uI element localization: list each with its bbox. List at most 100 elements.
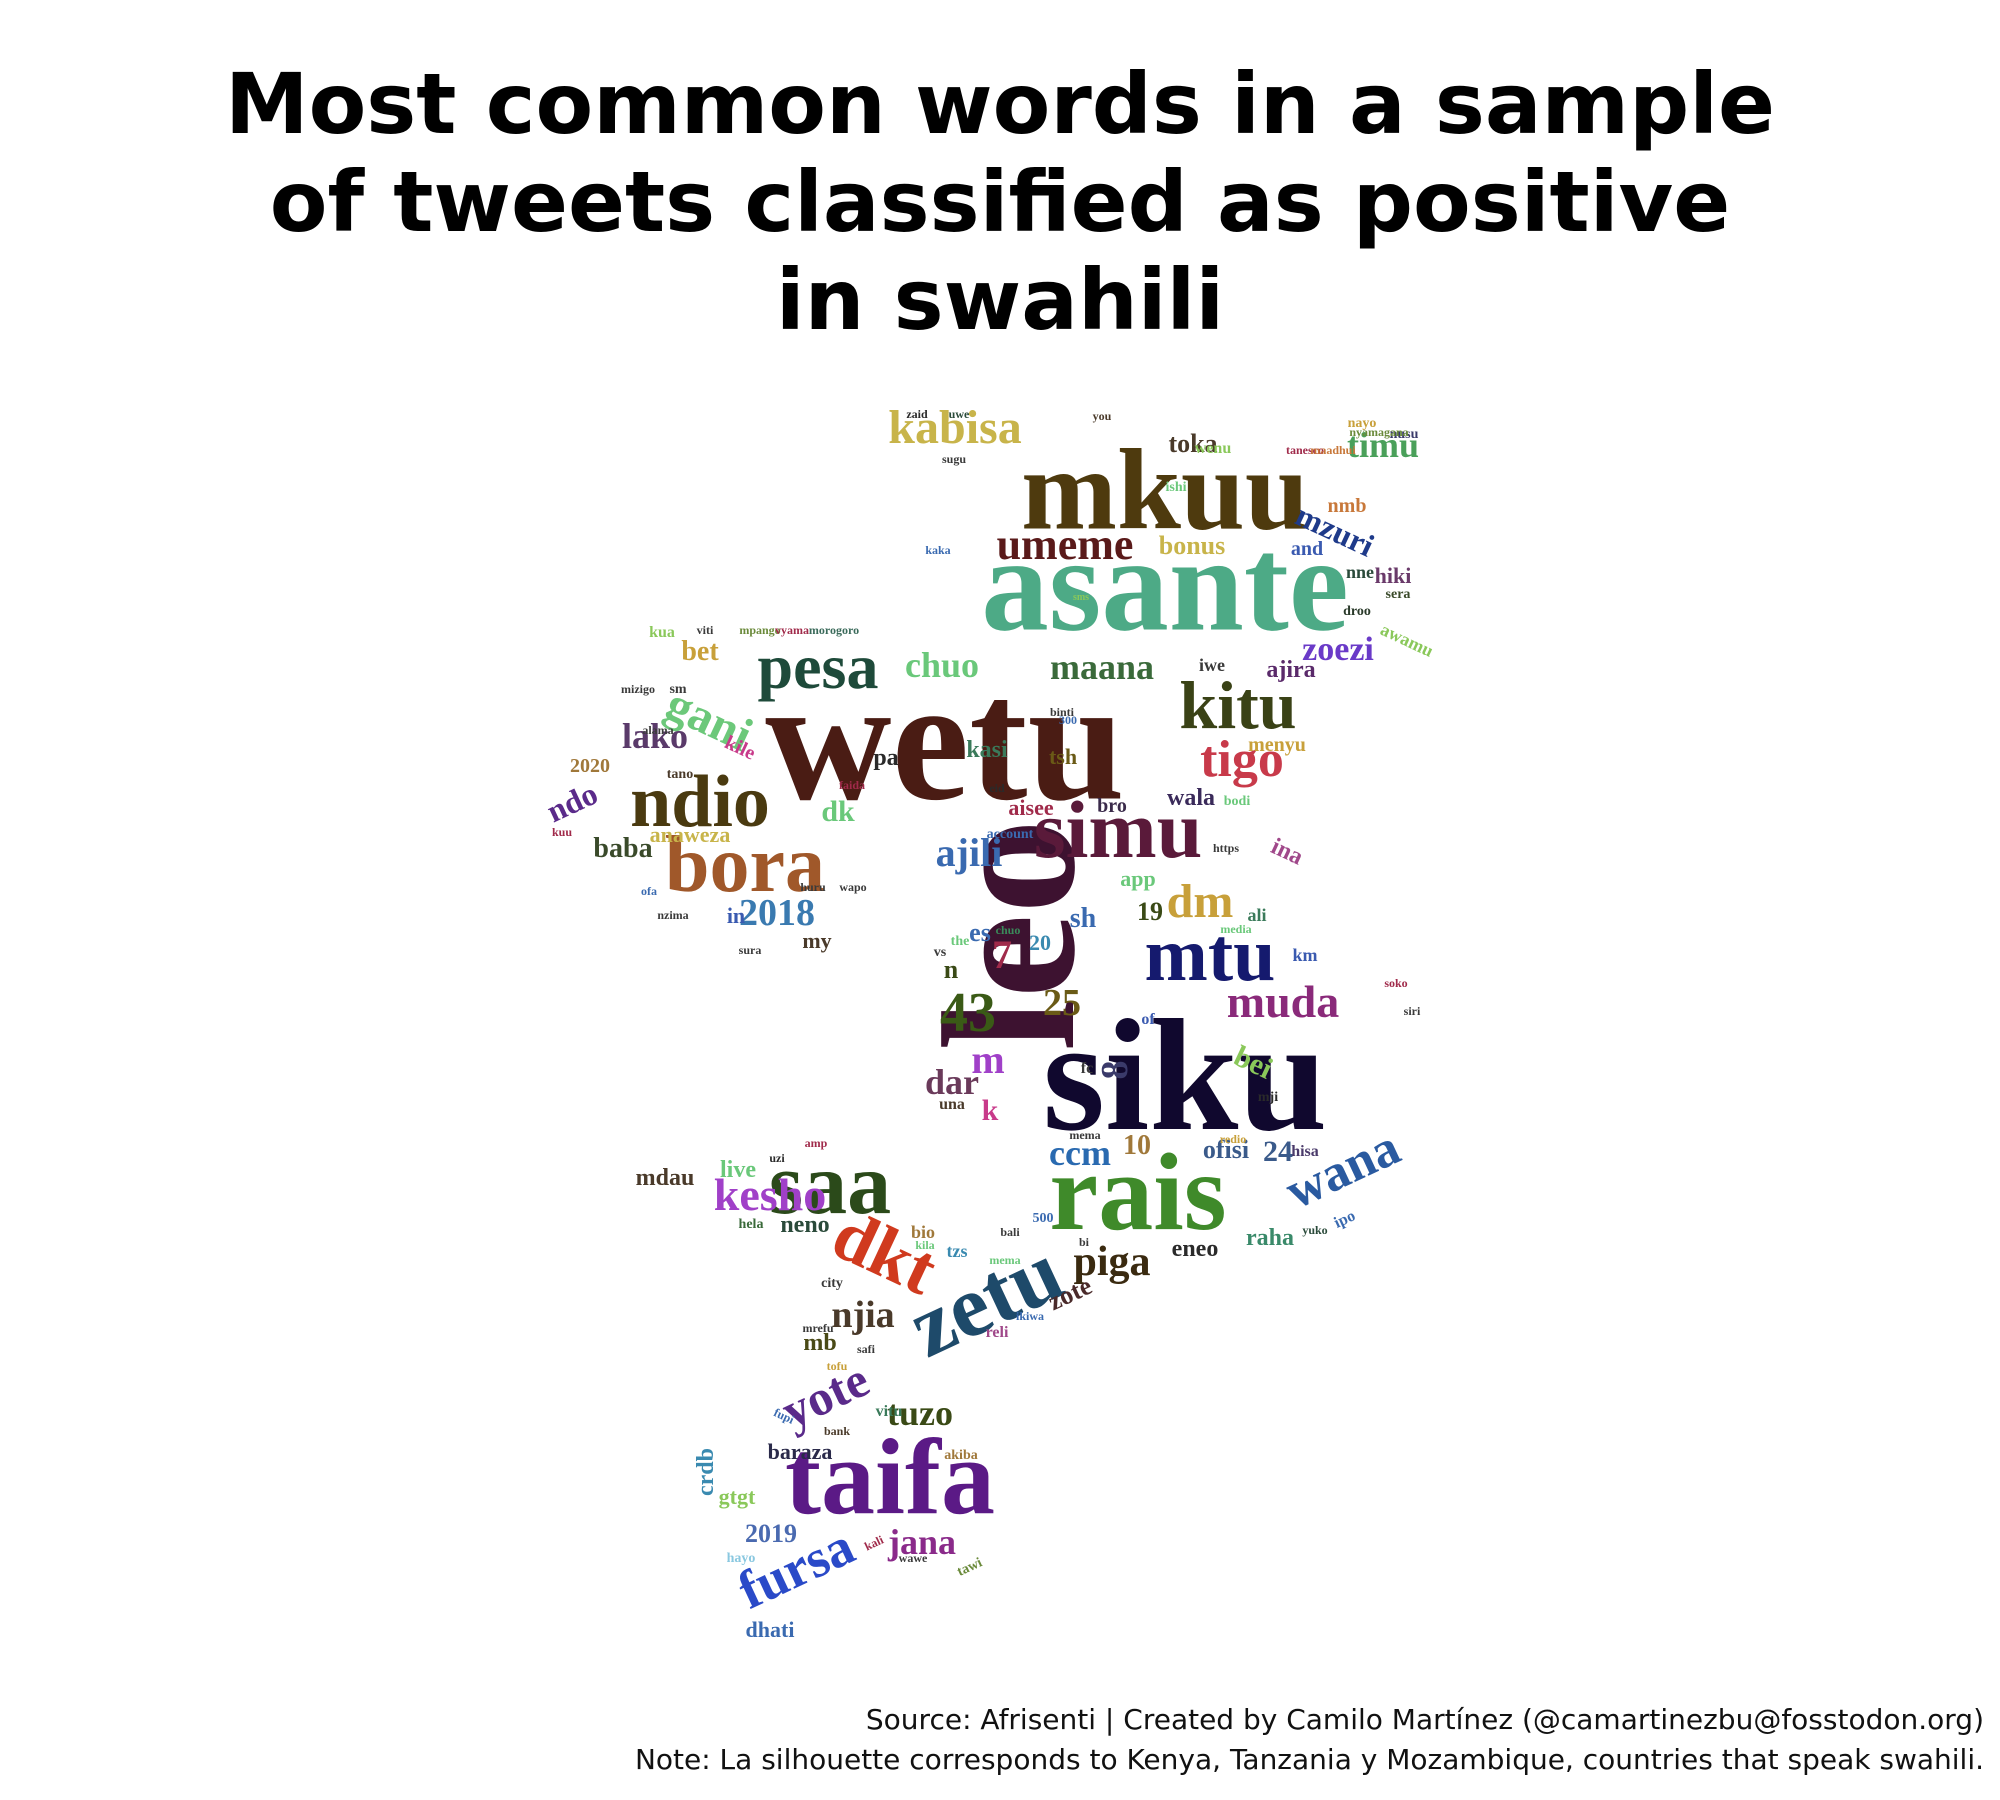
word-157: mizigo xyxy=(621,682,655,696)
word-134: tano xyxy=(666,767,694,782)
word-6: taifa xyxy=(785,1418,995,1537)
word-144: https xyxy=(1212,841,1240,855)
word-158: ofa xyxy=(641,884,657,898)
word-91: droo xyxy=(1343,604,1371,619)
word-47: wala xyxy=(1167,785,1215,811)
word-138: siri xyxy=(1403,1004,1421,1018)
word-167: mrefu xyxy=(802,1321,834,1335)
word-102: bio xyxy=(910,1222,936,1242)
word-146: binti xyxy=(1049,705,1075,719)
word-93: iwe xyxy=(1199,655,1225,675)
word-128: eid xyxy=(989,781,1005,795)
word-170: 7 xyxy=(992,932,1012,977)
word-19: tigo xyxy=(1200,731,1284,788)
word-29: maana xyxy=(1049,647,1155,687)
word-118: m xyxy=(971,1037,1005,1082)
word-72: kasi xyxy=(966,737,1008,763)
word-74: aisee xyxy=(1008,795,1054,820)
word-92: awamu xyxy=(1377,619,1437,661)
word-106: safi xyxy=(857,1342,875,1356)
word-110: hayo xyxy=(726,1551,756,1566)
word-67: baraza xyxy=(767,1439,833,1464)
word-127: 300 xyxy=(1059,713,1077,727)
word-40: lako xyxy=(621,716,689,756)
word-147: alama xyxy=(642,723,674,737)
word-97: km xyxy=(1292,945,1318,965)
word-59: live xyxy=(720,1157,756,1183)
word-125: kua xyxy=(649,624,675,641)
word-120: una xyxy=(939,1096,965,1113)
word-44: toka xyxy=(1168,429,1218,458)
word-161: chuo xyxy=(995,923,1021,937)
word-36: timu xyxy=(1347,425,1419,465)
word-140: 500 xyxy=(1032,1211,1054,1226)
word-73: tsh xyxy=(1048,744,1078,769)
word-132: fc xyxy=(1080,1060,1094,1077)
word-154: tanesco xyxy=(1286,443,1324,457)
source-caption: Source: Afrisenti | Created by Camilo Ma… xyxy=(865,1703,1984,1736)
word-148: faida xyxy=(838,778,866,792)
word-133: 20 xyxy=(1029,930,1051,955)
word-100: ipo xyxy=(1331,1207,1359,1232)
word-75: bro xyxy=(1097,795,1127,817)
word-26: 2018 xyxy=(739,892,815,934)
word-150: kaka xyxy=(925,543,951,557)
word-43: dar xyxy=(925,1062,979,1102)
word-3: asante xyxy=(981,510,1349,660)
word-5: rais xyxy=(1049,1131,1227,1253)
word-119: k xyxy=(981,1094,999,1127)
word-129: vs xyxy=(933,945,947,960)
word-123: sugu xyxy=(941,452,967,466)
word-12: ndio xyxy=(630,761,770,843)
word-27: dm xyxy=(1166,875,1234,928)
word-98: mji xyxy=(1257,1090,1279,1105)
word-10: simu xyxy=(1033,784,1203,875)
word-78: es xyxy=(969,918,991,947)
word-149: account xyxy=(986,827,1034,842)
word-45: bonus xyxy=(1158,531,1226,560)
word-143: redio xyxy=(1219,1132,1247,1146)
word-11: bora xyxy=(665,821,825,909)
word-0: siku xyxy=(1042,986,1328,1164)
word-117: pa xyxy=(873,745,899,771)
word-169: mema xyxy=(989,1253,1021,1267)
word-68: dhati xyxy=(745,1617,795,1642)
word-101: yuko xyxy=(1302,1223,1328,1237)
word-13: kitu xyxy=(1179,667,1297,743)
word-79: my xyxy=(802,928,832,953)
word-31: ccm xyxy=(1049,1133,1111,1173)
word-65: crdb xyxy=(693,1448,719,1496)
word-21: kesho xyxy=(713,1169,827,1220)
word-16: muda xyxy=(1226,976,1340,1027)
word-159: kuu xyxy=(551,825,573,839)
word-82: wenu xyxy=(1194,440,1232,457)
word-163: ikiwa xyxy=(1015,1309,1045,1323)
word-103: tzs xyxy=(946,1241,968,1261)
footer: Source: Afrisenti | Created by Camilo Ma… xyxy=(635,1700,1984,1780)
word-25: piga xyxy=(1073,1239,1151,1285)
word-4: mkuu xyxy=(1021,426,1309,554)
word-139: soko xyxy=(1384,976,1408,990)
word-109: akiba xyxy=(944,1448,978,1463)
note-caption: Note: La silhouette corresponds to Kenya… xyxy=(634,1743,1984,1776)
word-104: city xyxy=(821,1276,843,1291)
word-86: you xyxy=(1092,409,1112,423)
word-41: ndo xyxy=(541,774,603,830)
word-141: bali xyxy=(1000,1225,1020,1239)
word-69: hiki xyxy=(1374,563,1412,588)
word-46: ajira xyxy=(1266,657,1316,683)
word-53: 24 xyxy=(1263,1135,1293,1168)
word-61: neno xyxy=(780,1212,830,1238)
word-152: sms xyxy=(1072,592,1090,603)
word-107: vitu xyxy=(875,1403,903,1420)
word-62: 2019 xyxy=(745,1519,797,1548)
title-line-1: Most common words in a sample xyxy=(225,55,1775,153)
word-168: tofu xyxy=(826,1359,848,1373)
word-88: morogoro xyxy=(808,623,860,637)
word-162: sura xyxy=(738,943,762,957)
word-81: mb xyxy=(803,1330,837,1356)
word-51: sh xyxy=(1069,903,1097,934)
word-63: anaweza xyxy=(649,822,731,847)
word-28: ajili xyxy=(935,830,1003,875)
